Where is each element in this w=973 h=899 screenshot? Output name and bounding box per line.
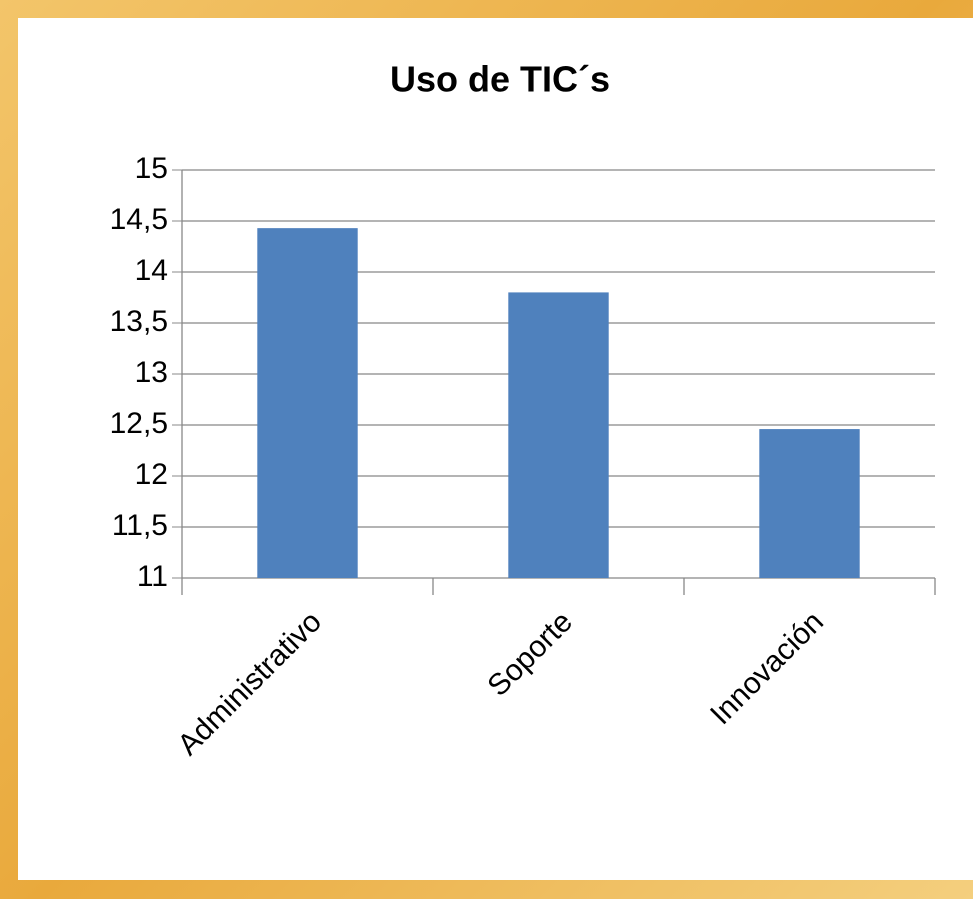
y-tick-label: 12,5 [110, 407, 168, 440]
y-tick-label: 15 [135, 152, 168, 185]
y-tick-label: 13 [135, 356, 168, 389]
chart-title: Uso de TIC´s [390, 59, 610, 100]
bar [759, 429, 860, 578]
y-tick-label: 13,5 [110, 305, 168, 338]
y-tick-label: 12 [135, 458, 168, 491]
y-tick-label: 14,5 [110, 203, 168, 236]
bar [257, 228, 358, 578]
y-tick-label: 11,5 [112, 509, 168, 542]
y-tick-label: 11 [137, 560, 168, 593]
y-tick-label: 14 [135, 254, 168, 287]
bar [508, 292, 609, 578]
